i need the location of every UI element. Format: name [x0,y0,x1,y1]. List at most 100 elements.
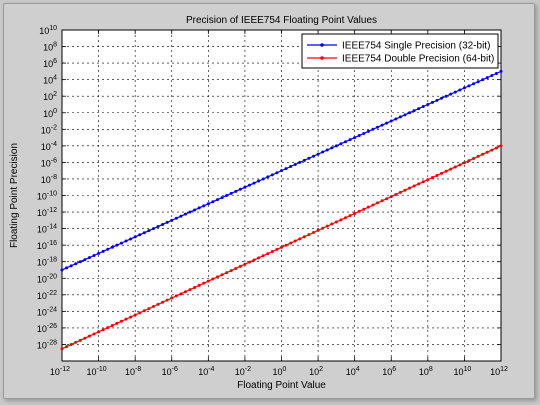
series-1 [60,69,503,272]
series-point [380,199,384,203]
series-point [344,216,348,220]
series-point [234,266,238,270]
series-point [481,152,485,156]
series-point [215,198,219,202]
x-axis-label: Floating Point Value [237,380,326,391]
series-point [138,233,142,237]
chart-title: Precision of IEEE754 Floating Point Valu… [186,15,377,26]
legend-entry: IEEE754 Single Precision (32-bit) [307,41,490,52]
series-point [325,224,329,228]
series-point [170,296,174,300]
series-point [69,343,73,347]
series-point [247,260,251,264]
series-point [225,194,229,197]
series-point [357,209,361,213]
x-tick-label: 100 [273,366,287,377]
series-point [243,262,247,266]
series-point [206,202,210,206]
series-point [362,131,366,135]
series-point [115,243,119,247]
series-point [193,285,197,289]
series-point [302,235,306,239]
y-tick-label: 102 [43,91,57,102]
series-point [129,237,133,241]
series-point [490,148,494,152]
series-point [270,250,274,254]
x-tick-label: 1012 [490,366,508,377]
series-point [417,182,421,186]
series-point [229,191,233,195]
series-point [394,117,398,121]
series-point [325,148,329,152]
series-point [316,228,320,232]
series-point [412,184,416,188]
series-point [499,69,503,73]
series-point [243,185,247,189]
series-point [458,88,462,92]
series-point [179,292,183,296]
series-point [499,144,503,148]
series-point [188,210,192,214]
series-point [280,245,283,249]
series-point [261,177,265,181]
series-point [307,156,311,160]
series-2 [60,144,503,351]
series-point [321,150,325,154]
y-tick-label: 10-24 [37,306,57,317]
series-point [485,76,489,80]
y-tick-label: 10-20 [37,273,57,284]
y-tick-label: 10-28 [37,339,57,350]
series-point [124,239,128,243]
series-point [257,256,261,260]
series-point [430,100,434,104]
x-tick-label: 108 [419,366,433,377]
series-point [174,294,178,298]
series-point [110,324,114,328]
y-tick-label: 1010 [39,25,57,36]
series-point [142,309,146,313]
series-point [357,134,361,138]
series-point [161,222,165,226]
series-point [234,189,238,193]
figure-window: 10-12 10-10 10-8 10-6 10-4 10-2 100 102 104 106 10… [3,3,535,399]
legend-label: IEEE754 Double Precision (64-bit) [342,54,494,65]
series-point [87,256,91,260]
series-point [133,235,137,239]
series-point [334,220,338,224]
series-point [188,288,192,292]
x-tick-label: 10-4 [198,366,214,377]
series-point [449,167,453,171]
series-point [161,300,165,304]
x-tick-label: 10-8 [125,366,141,377]
series-point [339,142,343,146]
series-point [101,249,105,253]
series-point [97,251,101,255]
series-point [398,115,402,119]
series-point [440,96,444,100]
y-tick-label: 10-10 [37,191,57,202]
series-point [229,269,233,273]
series-point [462,86,466,90]
y-tick-label: 10-8 [41,174,57,185]
y-tick-label: 10-22 [37,290,57,301]
x-tick-label: 10-2 [235,366,251,377]
legend-box [301,33,499,69]
legend-swatch-marker [320,43,324,47]
y-tick-label: 10-12 [37,207,57,218]
y-tick-label: 100 [43,108,57,119]
series-point [87,334,91,338]
series-point [467,159,471,163]
series-point [220,273,224,277]
series-point [449,92,453,96]
series-point [380,123,384,127]
series-point [179,214,183,218]
series-point [60,347,64,351]
series-point [138,311,142,315]
series-point [385,197,389,201]
series-point [394,192,398,196]
series-point [490,74,494,78]
series-point [366,129,370,133]
series-point [462,161,466,165]
series-point [403,188,407,192]
